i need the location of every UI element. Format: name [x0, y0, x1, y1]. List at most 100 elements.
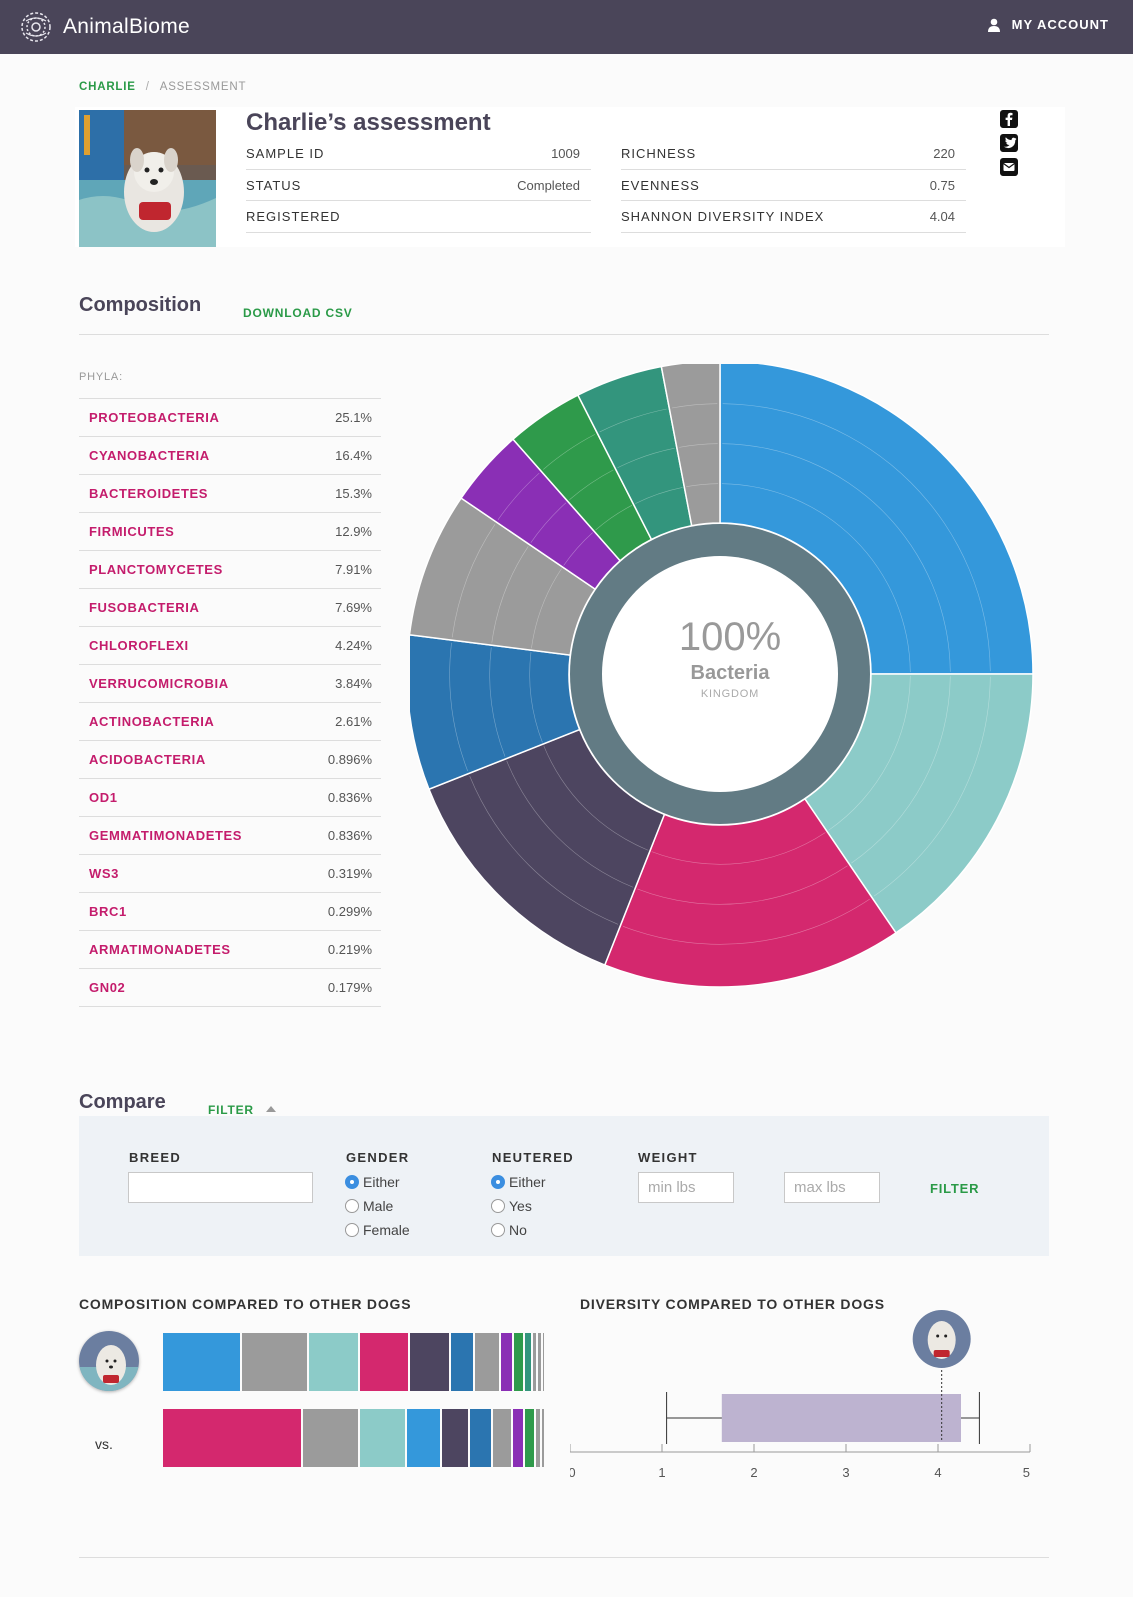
apply-filter-button[interactable]: FILTER — [930, 1181, 980, 1196]
bar-segment[interactable] — [242, 1333, 307, 1391]
sunburst-segment[interactable] — [428, 728, 666, 966]
bar-segment[interactable] — [360, 1409, 405, 1467]
sunburst-segment[interactable] — [603, 797, 897, 988]
phylum-name[interactable]: BRC1 — [89, 904, 127, 919]
sunburst-segment[interactable] — [803, 673, 1034, 934]
phylum-name[interactable]: CYANOBACTERIA — [89, 448, 210, 463]
stat-row-registered: REGISTERED — [246, 201, 591, 233]
facebook-icon[interactable] — [1000, 110, 1018, 128]
sunburst-segment[interactable] — [660, 364, 721, 527]
brand-name: AnimalBiome — [63, 15, 191, 38]
phylum-name[interactable]: PLANCTOMYCETES — [89, 562, 223, 577]
max-weight-input[interactable] — [784, 1172, 880, 1203]
iqr-box[interactable] — [721, 1394, 961, 1442]
download-csv-link[interactable]: DOWNLOAD CSV — [243, 306, 353, 320]
phylum-row[interactable]: BACTEROIDETES 15.3% — [79, 475, 381, 513]
bar-segment[interactable] — [474, 1333, 499, 1391]
bar-segment[interactable] — [470, 1409, 491, 1467]
bar-segment[interactable] — [450, 1333, 473, 1391]
phylum-row[interactable]: WS3 0.319% — [79, 855, 381, 893]
bar-segment[interactable] — [500, 1333, 512, 1391]
bar-segment[interactable] — [308, 1333, 359, 1391]
phylum-name[interactable]: GEMMATIMONADETES — [89, 828, 243, 843]
sunburst-segment[interactable] — [410, 634, 581, 791]
phylum-name[interactable]: VERRUCOMICROBIA — [89, 676, 229, 691]
bar-segment[interactable] — [442, 1409, 469, 1467]
bar-segment[interactable] — [541, 1409, 544, 1467]
phylum-row[interactable]: ACIDOBACTERIA 0.896% — [79, 741, 381, 779]
phylum-row[interactable]: CHLOROFLEXI 4.24% — [79, 627, 381, 665]
bar-segment[interactable] — [524, 1333, 532, 1391]
bar-segment[interactable] — [524, 1409, 535, 1467]
stat-label: SAMPLE ID — [246, 146, 325, 161]
phylum-row[interactable]: FUSOBACTERIA 7.69% — [79, 589, 381, 627]
breed-input[interactable] — [128, 1172, 313, 1203]
stat-row-richness: RICHNESS 220 — [621, 138, 966, 170]
bar-segment[interactable] — [302, 1409, 359, 1467]
phylum-row[interactable]: PROTEOBACTERIA 25.1% — [79, 399, 381, 437]
bar-segment[interactable] — [406, 1409, 441, 1467]
stat-label: STATUS — [246, 177, 302, 193]
composition-sunburst-chart[interactable] — [410, 364, 1050, 1004]
radio-label: No — [509, 1222, 527, 1238]
radio-label: Yes — [509, 1198, 532, 1214]
phylum-name[interactable]: PROTEOBACTERIA — [89, 410, 220, 425]
bar-segment[interactable] — [538, 1333, 541, 1391]
bar-segment[interactable] — [542, 1333, 544, 1391]
phylum-name[interactable]: OD1 — [89, 790, 118, 805]
min-weight-input[interactable] — [638, 1172, 734, 1203]
radio-icon — [491, 1199, 505, 1213]
bar-segment[interactable] — [533, 1333, 537, 1391]
neutered-option-either[interactable]: Either — [491, 1170, 546, 1194]
gender-radio-group: Either Male Female — [345, 1170, 410, 1242]
phylum-row[interactable]: ARMATIMONADETES 0.219% — [79, 931, 381, 969]
stat-value: 1009 — [551, 146, 580, 161]
phylum-row[interactable]: ACTINOBACTERIA 2.61% — [79, 703, 381, 741]
sunburst-segment[interactable] — [719, 364, 1034, 675]
phylum-name[interactable]: FUSOBACTERIA — [89, 600, 200, 615]
bar-segment[interactable] — [492, 1409, 512, 1467]
phylum-name[interactable]: ARMATIMONADETES — [89, 942, 231, 957]
phylum-name[interactable]: CHLOROFLEXI — [89, 638, 189, 653]
others-composition-bar[interactable] — [163, 1409, 546, 1467]
phylum-row[interactable]: OD1 0.836% — [79, 779, 381, 817]
phylum-name[interactable]: BACTEROIDETES — [89, 486, 209, 501]
breadcrumb-charlie-link[interactable]: CHARLIE — [79, 81, 136, 93]
bar-segment[interactable] — [410, 1333, 449, 1391]
diversity-boxplot[interactable]: 0 1 2 3 4 5 — [570, 1310, 1060, 1510]
phylum-name[interactable]: ACIDOBACTERIA — [89, 752, 206, 767]
neutered-option-yes[interactable]: Yes — [491, 1194, 546, 1218]
phylum-row[interactable]: GN02 0.179% — [79, 969, 381, 1007]
phylum-row[interactable]: FIRMICUTES 12.9% — [79, 513, 381, 551]
bar-segment[interactable] — [163, 1333, 241, 1391]
assessment-header-card — [75, 107, 1065, 247]
email-icon[interactable] — [1000, 158, 1018, 176]
twitter-icon[interactable] — [1000, 134, 1018, 152]
phylum-row[interactable]: BRC1 0.299% — [79, 893, 381, 931]
gender-option-female[interactable]: Female — [345, 1218, 410, 1242]
bar-segment[interactable] — [513, 1333, 523, 1391]
neutered-option-no[interactable]: No — [491, 1218, 546, 1242]
radio-selected-icon — [491, 1175, 505, 1189]
phylum-value: 2.61% — [335, 714, 372, 729]
phylum-row[interactable]: CYANOBACTERIA 16.4% — [79, 437, 381, 475]
bar-segment[interactable] — [360, 1333, 409, 1391]
gender-option-male[interactable]: Male — [345, 1194, 410, 1218]
sunburst-subring — [671, 403, 718, 409]
phylum-name[interactable]: FIRMICUTES — [89, 524, 175, 539]
filter-toggle[interactable]: FILTER — [208, 1103, 277, 1117]
gender-option-either[interactable]: Either — [345, 1170, 410, 1194]
bar-segment[interactable] — [513, 1409, 523, 1467]
charlie-composition-bar[interactable] — [163, 1333, 546, 1391]
phylum-name[interactable]: GN02 — [89, 980, 126, 995]
phylum-row[interactable]: VERRUCOMICROBIA 3.84% — [79, 665, 381, 703]
breadcrumb-separator: / — [145, 81, 150, 93]
bar-segment[interactable] — [536, 1409, 540, 1467]
phylum-row[interactable]: PLANCTOMYCETES 7.91% — [79, 551, 381, 589]
phylum-name[interactable]: ACTINOBACTERIA — [89, 714, 215, 729]
bar-segment[interactable] — [163, 1409, 301, 1467]
brand[interactable]: AnimalBiome — [20, 11, 190, 43]
my-account-link[interactable]: MY ACCOUNT — [987, 17, 1109, 32]
phylum-name[interactable]: WS3 — [89, 866, 119, 881]
phylum-row[interactable]: GEMMATIMONADETES 0.836% — [79, 817, 381, 855]
